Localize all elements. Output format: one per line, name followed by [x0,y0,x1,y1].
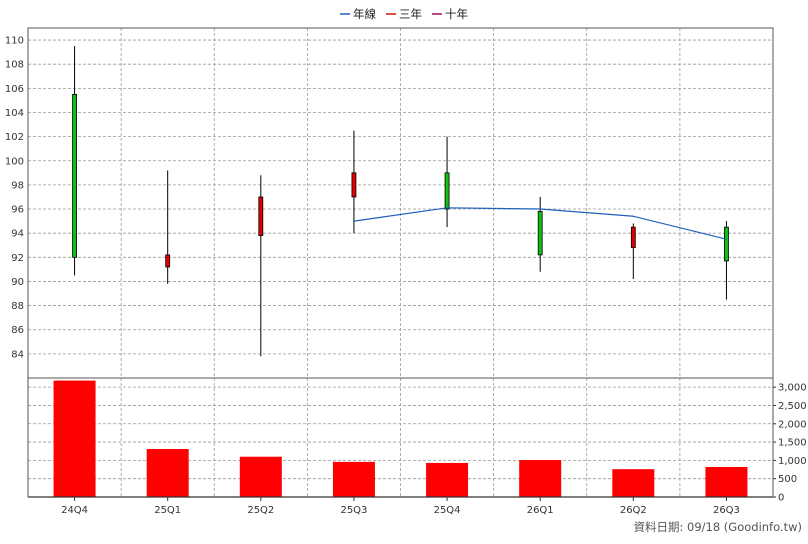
volume-bar-26Q1 [519,460,562,497]
volume-bar-25Q4 [426,462,469,497]
candle-body [351,172,357,198]
x-tick-label-25Q2: 25Q2 [247,505,274,516]
candle-body [444,172,450,210]
volume-tick-label: 0 [778,493,784,504]
candle-body [258,196,264,236]
x-tick-label-26Q2: 26Q2 [620,505,647,516]
price-tick-label: 84 [11,349,24,360]
price-plot-area [27,27,774,379]
legend-label-2: 三年 [399,7,422,21]
price-tick-label: 104 [5,108,24,119]
volume-tick-label: 2,500 [778,401,807,412]
x-tick-label-25Q1: 25Q1 [154,505,181,516]
candlestick-26Q2 [630,223,636,280]
price-tick-label: 110 [5,36,24,47]
candle-body [724,226,729,262]
price-tick-label: 88 [11,301,24,312]
price-tick-label: 100 [5,156,24,167]
data-date-footer: 資料日期: 09/18 (Goodinfo.tw) [633,520,802,534]
price-tick-label: 108 [5,60,24,71]
candle-body [165,254,171,268]
x-tick-label-25Q4: 25Q4 [434,505,461,516]
price-tick-label: 96 [11,205,24,216]
annual-line-series [353,207,727,240]
candlestick-24Q4 [72,46,77,276]
volume-bar-24Q4 [53,380,96,497]
volume-panel: 0 500 1,000 1,500 2,000 2,500 3,000 [27,378,807,504]
candle-body [537,211,543,256]
volume-bar-25Q3 [332,461,375,497]
volume-tick-label: 1,500 [778,438,807,449]
price-panel: 84 86 88 90 92 94 96 98 100 102 104 106 108 110 [5,27,774,497]
volume-bar-25Q2 [239,456,282,497]
x-axis: 24Q4 25Q1 25Q2 25Q3 25Q4 26Q1 26Q2 26Q3 [61,497,740,516]
price-tick-label: 86 [11,325,24,336]
candlestick-26Q3 [724,221,729,300]
price-tick-label: 90 [11,277,24,288]
candlestick-26Q1 [537,196,543,272]
candlestick-25Q1 [165,170,171,284]
candle-body [72,93,77,258]
price-tick-label: 102 [5,132,24,143]
candlestick-25Q2 [258,175,264,357]
volume-bar-26Q3 [705,466,748,497]
volume-bar-26Q2 [612,469,655,497]
candlestick-25Q4 [444,136,450,228]
x-tick-label-26Q1: 26Q1 [527,505,554,516]
volume-tick-label: 1,000 [778,456,807,467]
x-tick-label-24Q4: 24Q4 [61,505,88,516]
x-tick-label-25Q3: 25Q3 [340,505,367,516]
price-tick-label: 94 [11,229,24,240]
legend-label-3: 十年 [445,7,468,21]
volume-bar-25Q1 [146,449,189,497]
candle-body [630,226,636,249]
price-tick-label: 98 [11,180,24,191]
volume-tick-label: 3,000 [778,383,807,394]
volume-tick-label: 2,000 [778,419,807,430]
volume-tick-label: 500 [778,474,797,485]
x-tick-label-26Q3: 26Q3 [713,505,740,516]
price-tick-label: 106 [5,84,24,95]
price-tick-label: 92 [11,253,24,264]
legend-label-1: 年線 [353,7,376,21]
chart-legend: 年線 三年 十年 [340,7,468,21]
candlestick-25Q3 [351,130,357,234]
